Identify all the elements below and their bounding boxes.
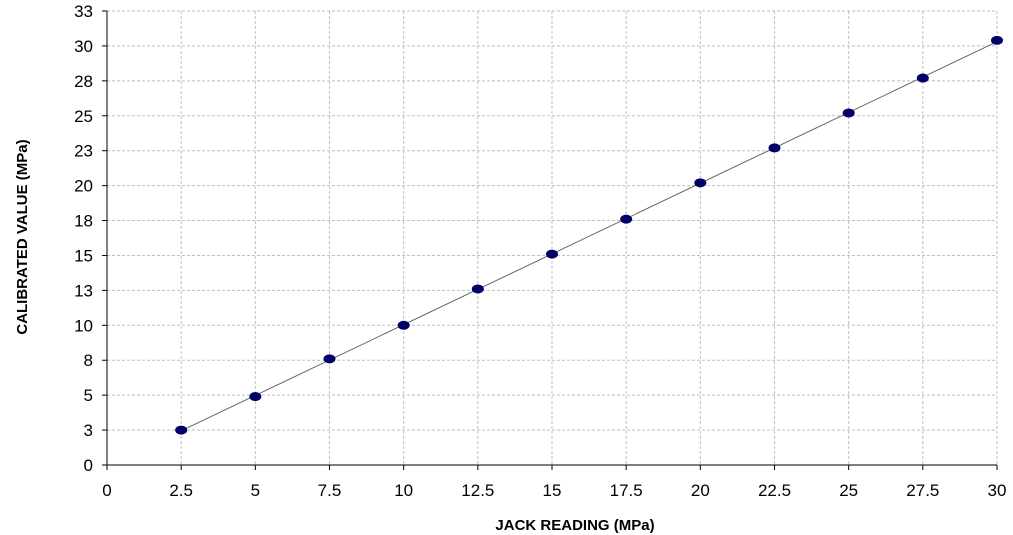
y-tick-label: 23 — [74, 142, 93, 161]
y-tick-label: 3 — [84, 421, 93, 440]
y-tick-labels: 0 3 5 8 10 13 15 18 20 23 25 28 30 33 — [74, 2, 107, 475]
data-point — [694, 178, 707, 188]
x-tick-label: 5 — [251, 481, 260, 500]
x-tick-label: 7.5 — [318, 481, 342, 500]
data-point — [620, 214, 633, 224]
y-tick-label: 8 — [84, 351, 93, 370]
x-tick-label: 15 — [543, 481, 562, 500]
data-point — [842, 108, 855, 118]
y-tick-label: 5 — [84, 386, 93, 405]
data-points — [175, 35, 1003, 435]
y-tick-label: 30 — [74, 37, 93, 56]
y-tick-label: 25 — [74, 107, 93, 126]
x-tick-labels: 0 2.5 5 7.5 10 12.5 15 17.5 20 22.5 25 27.5 30 — [102, 465, 1006, 500]
x-tick-label: 22.5 — [758, 481, 791, 500]
trendline — [180, 41, 998, 432]
x-tick-label: 27.5 — [906, 481, 939, 500]
data-point — [546, 249, 558, 259]
data-point — [991, 35, 1003, 45]
grid-layer — [107, 10, 998, 465]
data-point — [768, 143, 781, 153]
x-tick-label: 10 — [394, 481, 413, 500]
x-tick-label: 17.5 — [610, 481, 643, 500]
x-tick-label: 20 — [691, 481, 710, 500]
y-tick-label: 28 — [74, 72, 93, 91]
y-tick-label: 18 — [74, 212, 93, 231]
data-point — [471, 284, 484, 294]
data-point — [249, 392, 262, 402]
y-tick-label: 15 — [74, 246, 93, 265]
data-point — [175, 425, 188, 435]
x-axis-title: JACK READING (MPa) — [495, 517, 654, 534]
data-point — [323, 354, 336, 364]
x-tick-label: 12.5 — [461, 481, 494, 500]
data-point — [916, 73, 929, 83]
y-tick-label: 20 — [74, 177, 93, 196]
y-tick-label: 0 — [84, 456, 93, 475]
x-tick-label: 0 — [102, 481, 111, 500]
y-tick-label: 33 — [74, 2, 93, 21]
x-tick-label: 25 — [839, 481, 858, 500]
y-axis-title: CALIBRATED VALUE (MPa) — [14, 139, 31, 334]
y-tick-label: 13 — [74, 281, 93, 300]
x-tick-label: 2.5 — [169, 481, 193, 500]
x-tick-label: 30 — [988, 481, 1007, 500]
y-tick-label: 10 — [74, 316, 93, 335]
data-point — [397, 320, 410, 330]
